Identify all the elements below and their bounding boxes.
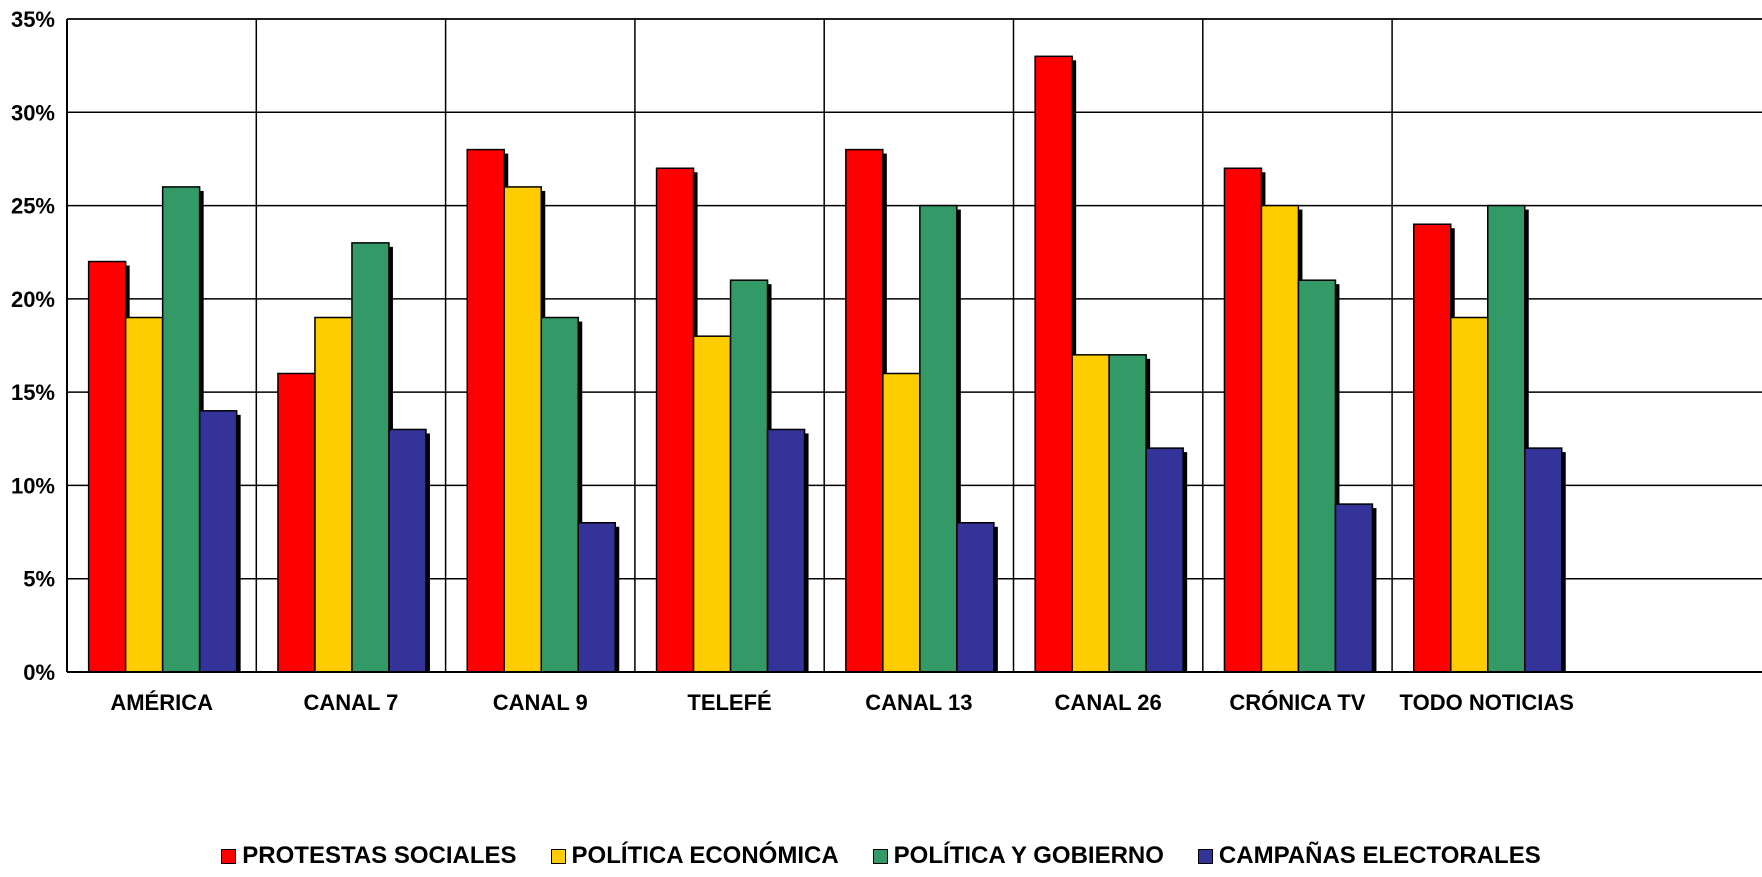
x-tick-label: AMÉRICA [110,690,213,715]
x-tick-label: CANAL 26 [1055,690,1162,715]
bar [87,260,127,673]
bar [1334,503,1374,673]
chart-legend: PROTESTAS SOCIALES POLÍTICA ECONÓMICA PO… [0,842,1762,870]
bar [198,410,238,673]
bar [124,316,164,673]
bar [577,521,616,673]
bar [388,428,427,673]
legend-item-politica-economica: POLÍTICA ECONÓMICA [550,842,839,870]
legend-swatch-icon [872,848,888,864]
bar [161,186,201,673]
x-tick-label: CRÓNICA TV [1229,690,1365,715]
bar [655,167,695,673]
legend-item-politica-y-gobierno: POLÍTICA Y GOBIERNO [872,842,1164,870]
legend-swatch-icon [221,848,237,864]
bar [1487,204,1526,673]
bar [1450,316,1489,673]
bar [845,148,884,673]
y-tick-label: 30% [11,100,55,125]
legend-item-campanas-electorales: CAMPAÑAS ELECTORALES [1197,842,1541,870]
bar [1223,167,1263,673]
y-tick-label: 35% [11,7,55,32]
bar [540,316,579,673]
legend-swatch-icon [550,848,566,864]
legend-item-protestas-sociales: PROTESTAS SOCIALES [221,842,517,870]
y-tick-label: 20% [11,287,55,312]
bar [1524,447,1563,673]
bar [1145,447,1184,673]
bar [882,372,921,673]
legend-label: POLÍTICA ECONÓMICA [571,842,839,869]
y-tick-label: 15% [11,380,55,405]
bar [314,316,353,673]
legend-swatch-icon [1197,848,1213,864]
legend-label: CAMPAÑAS ELECTORALES [1218,842,1541,869]
bar [1108,354,1147,673]
bar [1071,354,1110,673]
x-tick-label: TELEFÉ [687,690,771,715]
bar [1260,204,1300,673]
bar [503,186,542,673]
bar [956,521,995,673]
bar [766,428,806,673]
y-tick-label: 10% [11,473,55,498]
bar [466,148,505,673]
x-tick-label: CANAL 9 [493,690,588,715]
x-tick-label: CANAL 7 [303,690,398,715]
x-tick-label: TODO NOTICIAS [1400,690,1574,715]
bar [919,204,958,673]
y-tick-label: 5% [23,567,55,592]
bar [277,372,316,673]
y-tick-label: 25% [11,194,55,219]
x-tick-label: CANAL 13 [865,690,972,715]
legend-label: POLÍTICA Y GOBIERNO [893,842,1164,869]
bar [692,335,732,673]
bar [729,279,769,673]
bar [1034,55,1073,673]
bar [1297,279,1337,673]
bar [351,242,390,673]
bar [1413,223,1452,673]
legend-label: PROTESTAS SOCIALES [242,842,517,869]
y-tick-label: 0% [23,660,55,685]
